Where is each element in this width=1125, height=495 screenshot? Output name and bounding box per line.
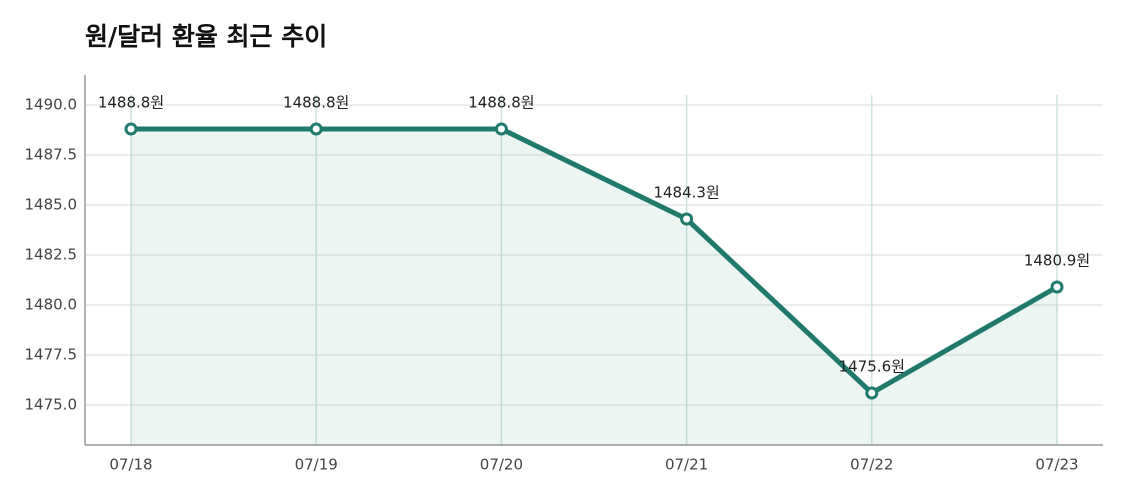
value-label: 1488.8원 <box>283 94 349 112</box>
x-tick-label: 07/20 <box>480 456 523 474</box>
point <box>124 122 138 136</box>
y-tick-label: 1475.0 <box>25 396 78 414</box>
area <box>131 129 1057 445</box>
y-tick-label: 1487.5 <box>25 146 78 164</box>
x-tick-label: 07/23 <box>1035 456 1078 474</box>
point <box>494 122 508 136</box>
y-tick-label: 1480.0 <box>25 296 78 314</box>
value-label: 1488.8원 <box>98 94 164 112</box>
value-label: 1480.9원 <box>1024 252 1090 270</box>
chart-title: 원/달러 환율 최근 추이 <box>85 22 327 51</box>
x-tick-label: 07/19 <box>295 456 338 474</box>
y-tick-label: 1482.5 <box>25 246 78 264</box>
y-tick-label: 1490.0 <box>25 96 78 114</box>
point <box>309 122 323 136</box>
point <box>1050 280 1064 294</box>
value-label: 1475.6원 <box>839 358 905 376</box>
value-label: 1484.3원 <box>653 184 719 202</box>
x-tick-label: 07/18 <box>109 456 152 474</box>
value-label: 1488.8원 <box>468 94 534 112</box>
y-tick-label: 1477.5 <box>25 346 78 364</box>
x-tick-label: 07/21 <box>665 456 708 474</box>
point <box>680 212 694 226</box>
x-tick-label: 07/22 <box>850 456 893 474</box>
point <box>865 386 879 400</box>
y-tick-label: 1485.0 <box>25 196 78 214</box>
line <box>131 126 1059 396</box>
